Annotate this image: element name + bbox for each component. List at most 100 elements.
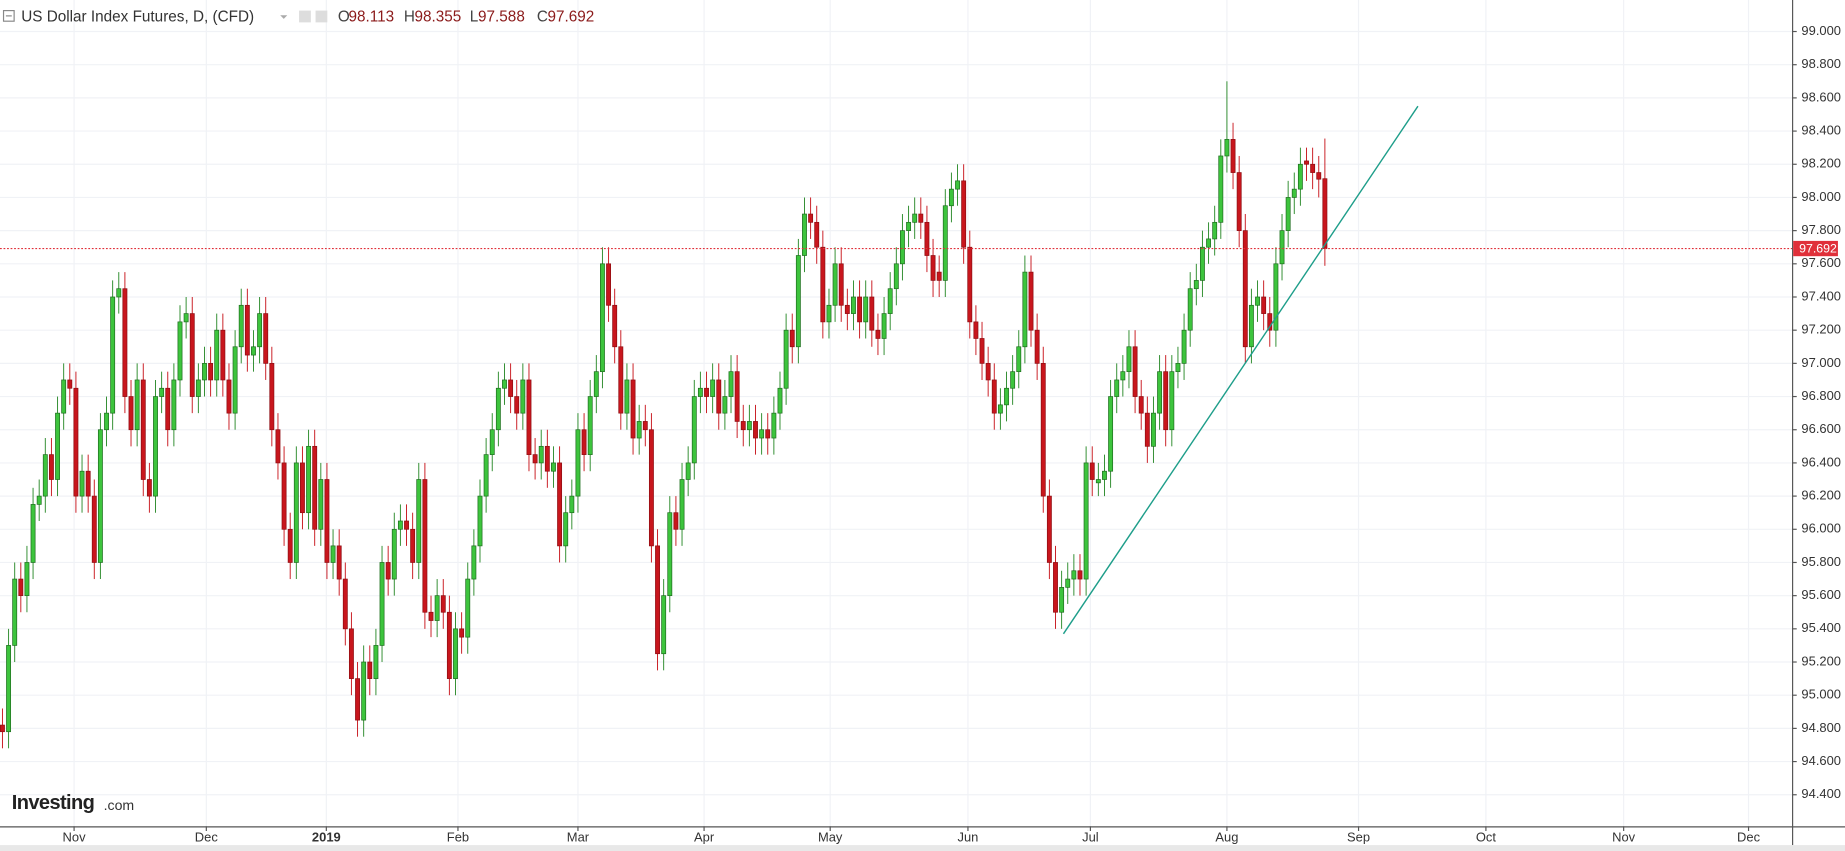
candle-body — [802, 213, 807, 256]
candles — [0, 81, 1328, 749]
candle-body — [538, 445, 544, 464]
candle-body — [771, 412, 777, 439]
candle-body — [238, 304, 244, 348]
candle-body — [1248, 304, 1254, 348]
ohlc-label: H — [404, 9, 415, 26]
candle-body — [1206, 238, 1211, 248]
candle-body — [324, 479, 330, 563]
candle-body — [110, 296, 116, 414]
candle-body — [979, 338, 985, 364]
candle-body — [569, 495, 575, 514]
x-tick-label: Oct — [1476, 829, 1497, 844]
candle-body — [985, 363, 991, 381]
candle-body — [385, 562, 391, 580]
x-tick-label: 2019 — [312, 829, 341, 844]
candle-body — [1077, 570, 1083, 580]
candle-body — [630, 379, 636, 439]
candle-body — [348, 628, 354, 679]
candle-body — [655, 545, 660, 655]
axes: 94.400 94.600 94.800 95.000 95.200 95.400 95.6… — [63, 23, 1841, 845]
candle-body — [465, 578, 471, 638]
candle-body — [391, 528, 397, 580]
y-tick-label: 97.000 — [1801, 355, 1841, 370]
x-tick-label: Sep — [1347, 829, 1370, 844]
x-tick-label: Jun — [958, 829, 979, 844]
candle-body — [287, 528, 293, 563]
candle-body — [73, 387, 79, 497]
y-tick-label: 95.200 — [1801, 653, 1841, 668]
candle-body — [942, 205, 948, 281]
candle-body — [104, 412, 109, 431]
candle-body — [1120, 371, 1126, 381]
candle-body — [912, 213, 918, 223]
candle-body — [85, 470, 91, 497]
candle-body — [544, 445, 550, 472]
candle-body — [495, 387, 501, 431]
x-tick-label: Apr — [694, 829, 715, 844]
candle-body — [36, 495, 42, 505]
trendline — [1062, 105, 1419, 635]
candle-body — [232, 346, 238, 414]
candle-body — [1053, 562, 1058, 613]
candle-body — [410, 528, 416, 563]
candle-body — [1285, 197, 1291, 231]
candle-body — [1046, 495, 1052, 563]
candle-body — [612, 304, 618, 348]
dropdown-icon[interactable] — [280, 15, 288, 19]
candle-body — [740, 421, 746, 431]
candle-body — [55, 412, 60, 480]
candle-body — [746, 421, 752, 431]
candle-body — [587, 396, 593, 455]
candle-body — [1034, 329, 1040, 364]
close-icon[interactable] — [315, 10, 328, 23]
candle-body — [753, 421, 758, 439]
candle-body — [1261, 296, 1267, 314]
collapse-icon[interactable] — [2, 10, 15, 22]
logo: Investing .com — [12, 792, 134, 814]
candle-body — [520, 379, 526, 414]
candle-body — [355, 678, 360, 721]
candle-body — [924, 221, 930, 256]
candle-body — [1083, 462, 1089, 580]
candle-body — [918, 213, 924, 223]
candle-body — [300, 462, 305, 514]
candle-body — [887, 288, 893, 314]
candle-body — [42, 454, 48, 497]
candle-body — [1175, 363, 1181, 373]
candle-body — [226, 379, 232, 414]
candle-body — [789, 329, 795, 348]
candle-body — [440, 595, 446, 613]
candle-body — [483, 454, 489, 497]
candle-body — [48, 454, 54, 480]
candle-body — [532, 454, 538, 464]
candle-body — [171, 379, 177, 431]
candle-body — [1059, 587, 1065, 613]
candle-body — [422, 479, 428, 613]
candle-body — [159, 387, 165, 397]
candle-body — [275, 429, 281, 464]
y-tick-label: 97.600 — [1801, 255, 1841, 270]
candle-body — [930, 255, 936, 281]
y-tick-label: 96.000 — [1801, 521, 1841, 536]
ohlc-label: C — [537, 9, 548, 26]
candle-body — [1187, 288, 1193, 331]
y-tick-label: 98.400 — [1801, 123, 1841, 138]
candle-body — [551, 462, 556, 472]
candle-body — [734, 371, 740, 422]
candle-body — [973, 321, 979, 339]
ohlc-value: 97.692 — [547, 9, 594, 26]
candle-body — [1169, 371, 1175, 431]
candle-body — [679, 479, 685, 530]
candle-body — [814, 221, 820, 248]
candle-body — [1010, 371, 1016, 389]
settings-icon[interactable] — [299, 10, 311, 23]
candle-body — [244, 304, 250, 356]
candle-body — [1273, 263, 1279, 331]
candle-body — [851, 296, 856, 314]
candle-body — [1138, 396, 1144, 414]
candle-body — [122, 288, 128, 397]
candle-body — [710, 379, 716, 397]
candle-body — [514, 396, 520, 414]
